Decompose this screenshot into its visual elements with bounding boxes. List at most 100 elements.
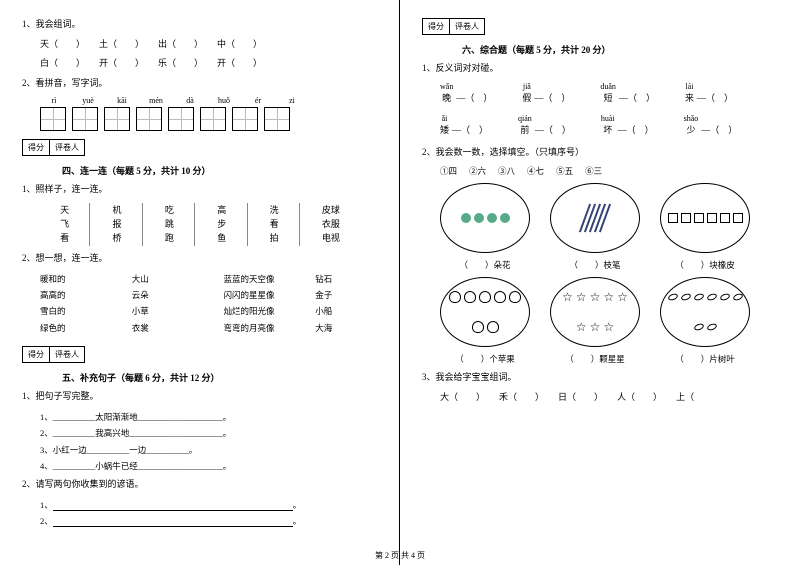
eraser-icon <box>720 213 730 223</box>
score-label: 得分 <box>23 140 50 155</box>
char: 日（ ） <box>558 391 603 405</box>
s6-q2-title: 2、我会数一数，选择填空。（只填序号） <box>422 146 778 160</box>
grader-box: 得分 评卷人 <box>22 346 85 363</box>
q1-c2: 土（ ） <box>99 38 144 52</box>
apple-icon <box>494 291 506 303</box>
mc: 天 <box>40 203 90 217</box>
ant-item: duǎn短—（ ） <box>600 82 655 104</box>
pair-row: 高高的 云朵 闪闪的星星像 金子 <box>40 287 377 303</box>
pr: 衣裳 <box>132 320 194 336</box>
flower-icon <box>487 213 497 223</box>
star-icon: ☆ <box>603 291 614 303</box>
ch: 前 <box>518 123 532 136</box>
mc: 拍 <box>250 231 300 245</box>
char: 禾（ ） <box>499 391 544 405</box>
cl: 朵花 <box>494 260 511 270</box>
star-icon: ☆ <box>603 321 614 333</box>
eraser-icon <box>694 213 704 223</box>
zige-box <box>168 107 194 131</box>
apple-icon <box>449 291 461 303</box>
opt: ⑤五 <box>556 165 573 177</box>
mc: 鱼 <box>197 231 247 245</box>
q1-row2: 白（ ） 开（ ） 乐（ ） 开（ ） <box>40 57 377 71</box>
flower-icon <box>474 213 484 223</box>
cl: 片树叶 <box>709 354 735 364</box>
page-footer: 第 2 页 共 4 页 <box>0 550 800 561</box>
char: 大（ ） <box>440 391 485 405</box>
count-erasers: （ ）块橡皮 <box>660 183 750 271</box>
q1-d4: 开（ ） <box>217 57 262 71</box>
options-row: ①四 ②六 ③八 ④七 ⑤五 ⑥三 <box>440 165 778 177</box>
ch: 假 <box>522 91 531 104</box>
s6-q1-title: 1、反义词对对碰。 <box>422 62 778 76</box>
apple-icon <box>472 321 484 333</box>
blank-line <box>53 502 293 511</box>
fill-3: 3、小红一边__________一边__________。 <box>40 442 377 458</box>
pr: 小船 <box>315 303 377 319</box>
grader-label: 评卷人 <box>50 347 84 362</box>
count-label: （ ）片树叶 <box>660 353 750 365</box>
grader-box: 得分 评卷人 <box>22 139 85 156</box>
zige-box <box>104 107 130 131</box>
fill-1: 1、__________太阳渐渐地____________________。 <box>40 409 377 425</box>
oval-flowers <box>440 183 530 253</box>
count-row-bottom: （ ）个苹果 ☆☆☆☆☆☆☆☆ （ ）颗星星 （ ）片树叶 <box>440 277 778 365</box>
mc: 皮球 <box>302 203 360 217</box>
oval-apples <box>440 277 530 347</box>
py-3: mén <box>142 96 170 105</box>
apple-icon <box>464 291 476 303</box>
q1-c1: 天（ ） <box>40 38 85 52</box>
star-icon: ☆ <box>562 291 573 303</box>
oval-pencils <box>550 183 640 253</box>
py-4: dà <box>176 96 204 105</box>
apple-icon <box>509 291 521 303</box>
count-stars: ☆☆☆☆☆☆☆☆ （ ）颗星星 <box>550 277 640 365</box>
char: 上（ <box>676 391 694 405</box>
py-5: huǒ <box>210 96 238 105</box>
star-icon: ☆ <box>617 291 628 303</box>
s6-q3-title: 3、我会给字宝宝组词。 <box>422 371 778 385</box>
pr: 蓝蓝的天空像 <box>224 271 286 287</box>
star-icon: ☆ <box>576 321 587 333</box>
eraser-icon <box>681 213 691 223</box>
zige-row <box>40 107 377 131</box>
opt: ①四 <box>440 165 457 177</box>
s6-title: 六、综合题（每题 5 分，共计 20 分） <box>462 43 778 56</box>
count-label: （ ）朵花 <box>440 259 530 271</box>
pair-row: 绿色的 衣裳 弯弯的月亮像 大海 <box>40 320 377 336</box>
count-row-top: （ ）朵花 （ ）枝笔 （ ）块橡皮 <box>440 183 778 271</box>
ant-item: jiǎ假—（ ） <box>522 82 570 104</box>
mc: 报 <box>92 217 142 231</box>
ant-item: wǎn晚—（ ） <box>440 82 492 104</box>
left-column: 1、我会组词。 天（ ） 土（ ） 出（ ） 中（ ） 白（ ） 开（ ） 乐（… <box>0 0 400 565</box>
eraser-icon <box>668 213 678 223</box>
zige-box <box>136 107 162 131</box>
oval-erasers <box>660 183 750 253</box>
count-label: （ ）颗星星 <box>550 353 640 365</box>
char-row: 大（ ） 禾（ ） 日（ ） 人（ ） 上（ <box>440 391 778 405</box>
py-0: rì <box>40 96 68 105</box>
mc: 看 <box>250 217 300 231</box>
q2-title: 2、看拼音，写字词。 <box>22 77 377 91</box>
mc: 看 <box>40 231 90 245</box>
zige-box <box>232 107 258 131</box>
py: huài <box>601 114 615 123</box>
py-6: ér <box>244 96 272 105</box>
grader-label: 评卷人 <box>50 140 84 155</box>
q1-row1: 天（ ） 土（ ） 出（ ） 中（ ） <box>40 38 377 52</box>
ant-item: ǎi矮—（ ） <box>440 114 488 136</box>
mc: 飞 <box>40 217 90 231</box>
antonym-row-2: ǎi矮—（ ） qián前—（ ） huài坏—（ ） shǎo少—（ ） <box>440 114 778 136</box>
q1-d2: 开（ ） <box>99 57 144 71</box>
mc: 电视 <box>302 231 360 245</box>
leaf-icon <box>680 293 691 302</box>
py-2: kāi <box>108 96 136 105</box>
ch: 晚 <box>440 91 453 104</box>
zige-box <box>200 107 226 131</box>
antonym-row-1: wǎn晚—（ ） jiǎ假—（ ） duǎn短—（ ） lái来—（ ） <box>440 82 778 104</box>
ch: 坏 <box>601 123 615 136</box>
pr: 钻石 <box>315 271 377 287</box>
s4-q2-title: 2、想一想，连一连。 <box>22 252 377 266</box>
count-apples: （ ）个苹果 <box>440 277 530 365</box>
s5-title: 五、补充句子（每题 6 分，共计 12 分） <box>62 371 377 384</box>
